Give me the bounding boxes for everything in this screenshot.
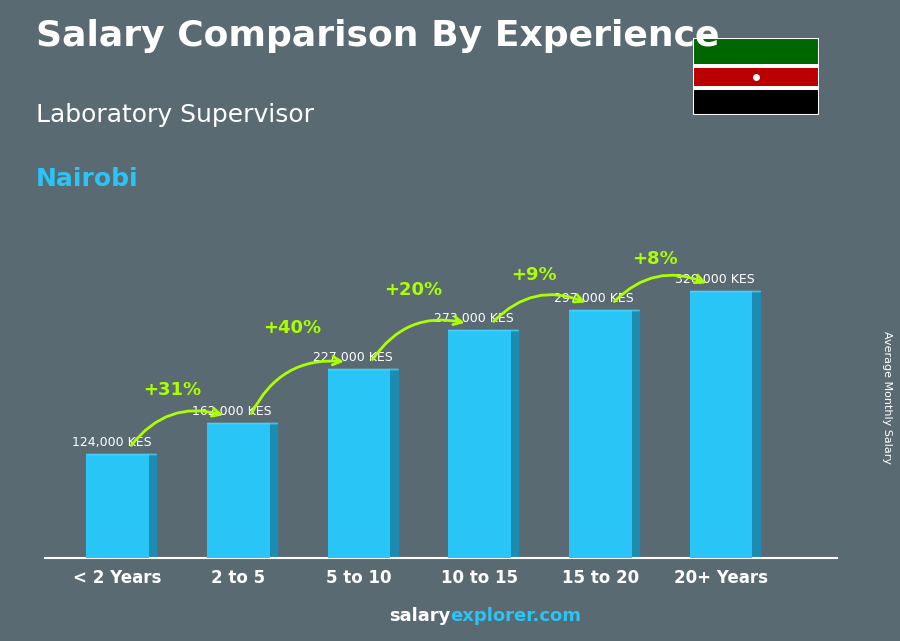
Polygon shape	[391, 369, 398, 558]
FancyBboxPatch shape	[86, 454, 148, 558]
Text: 320,000 KES: 320,000 KES	[675, 273, 755, 286]
Text: Salary Comparison By Experience: Salary Comparison By Experience	[36, 19, 719, 53]
FancyBboxPatch shape	[448, 330, 511, 558]
Text: 162,000 KES: 162,000 KES	[193, 404, 272, 418]
Text: 227,000 KES: 227,000 KES	[313, 351, 392, 363]
FancyBboxPatch shape	[689, 291, 752, 558]
Text: +8%: +8%	[632, 250, 678, 268]
Polygon shape	[270, 422, 277, 558]
Text: +31%: +31%	[143, 381, 201, 399]
FancyBboxPatch shape	[569, 310, 632, 558]
Bar	[693, 64, 819, 68]
Polygon shape	[511, 330, 518, 558]
Bar	[693, 90, 819, 115]
Polygon shape	[148, 454, 156, 558]
Bar	[693, 86, 819, 90]
Text: 124,000 KES: 124,000 KES	[72, 437, 151, 449]
Polygon shape	[752, 291, 760, 558]
Text: explorer.com: explorer.com	[450, 607, 581, 625]
Polygon shape	[632, 310, 639, 558]
Bar	[693, 68, 819, 86]
Bar	[693, 38, 819, 64]
Text: salary: salary	[389, 607, 450, 625]
Text: 273,000 KES: 273,000 KES	[434, 312, 514, 325]
FancyBboxPatch shape	[328, 369, 391, 558]
FancyBboxPatch shape	[207, 422, 270, 558]
Text: Average Monthly Salary: Average Monthly Salary	[881, 331, 892, 464]
Text: 297,000 KES: 297,000 KES	[554, 292, 634, 305]
Text: +20%: +20%	[384, 281, 442, 299]
Text: +9%: +9%	[511, 265, 557, 283]
Text: Laboratory Supervisor: Laboratory Supervisor	[36, 103, 314, 126]
Text: +40%: +40%	[264, 319, 321, 337]
Text: Nairobi: Nairobi	[36, 167, 139, 190]
